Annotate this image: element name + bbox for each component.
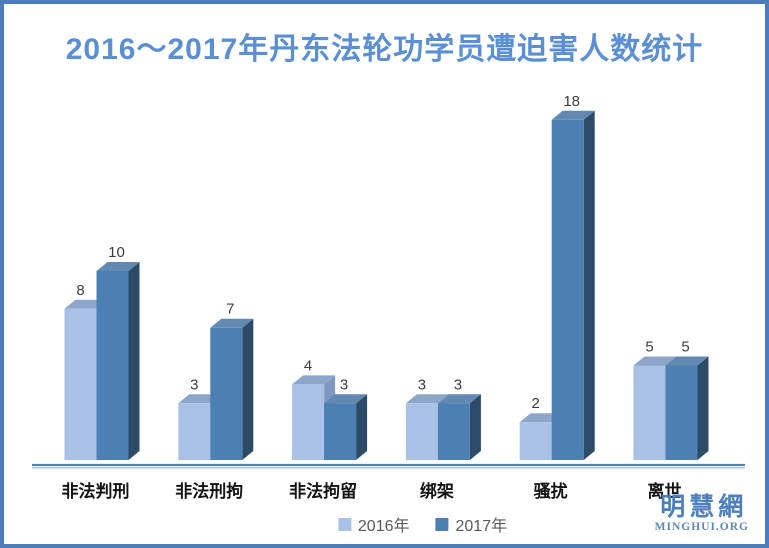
value-label: 18 xyxy=(563,93,580,110)
legend-item-2017: 2017年 xyxy=(435,512,508,536)
value-label: 2 xyxy=(532,395,540,412)
bar-front-face xyxy=(437,403,470,460)
value-label: 10 xyxy=(108,244,125,261)
value-label: 3 xyxy=(340,376,348,393)
bar-front-face xyxy=(292,384,325,460)
legend-swatch xyxy=(435,517,449,531)
value-label: 4 xyxy=(304,357,312,374)
bar-side-face xyxy=(583,110,595,461)
bar-front-face xyxy=(405,403,438,460)
bar-side-face xyxy=(242,318,254,460)
bar-top-face xyxy=(633,356,677,366)
category-label: 非法拘留 xyxy=(289,481,357,501)
bar-top-face xyxy=(324,394,368,404)
watermark-domain-text: MINGHUI.ORG xyxy=(654,521,749,534)
bar-top-face xyxy=(437,394,481,404)
watermark-chinese-text: 明慧網 xyxy=(660,492,748,521)
bar-top-face xyxy=(405,394,449,404)
value-label: 5 xyxy=(645,339,653,356)
legend-label: 2016年 xyxy=(357,518,410,535)
legend-swatch xyxy=(337,517,351,531)
value-label: 5 xyxy=(681,339,689,356)
category-label: 离世 xyxy=(648,481,682,501)
bar-front-face xyxy=(665,365,698,460)
bar-front-face xyxy=(633,365,666,460)
bar-top-face xyxy=(665,356,709,366)
bar-front-face xyxy=(96,271,129,460)
bar-top-face xyxy=(210,318,254,328)
bar-side-face xyxy=(469,394,481,460)
legend: 2016年 2017年 xyxy=(337,512,508,536)
category-label: 绑架 xyxy=(420,481,454,501)
value-label: 8 xyxy=(76,282,84,299)
category-label: 骚扰 xyxy=(534,481,568,501)
bar-chart-canvas: 8 10 非法判刑 3 7 非法刑拘 4 3 非法拘留 3 3 绑架 2 18 骚扰 5 5 离世 xyxy=(32,93,745,501)
bar-front-face xyxy=(519,422,552,460)
legend-item-2016: 2016年 xyxy=(337,512,410,536)
bar-front-face xyxy=(324,403,357,460)
chart-title: 2016～2017年丹东法轮功学员遭迫害人数统计 xyxy=(65,33,704,66)
bar-top-face xyxy=(96,262,140,271)
bar-front-face xyxy=(210,327,243,460)
bar-side-face xyxy=(356,394,368,460)
bar-side-face xyxy=(128,262,140,460)
value-label: 3 xyxy=(190,376,198,393)
bar-front-face xyxy=(551,119,584,461)
bar-front-face xyxy=(178,403,211,460)
watermark-logo: 明慧網 MINGHUI.ORG xyxy=(654,493,749,534)
bar-top-face xyxy=(551,110,595,120)
value-label: 7 xyxy=(226,301,234,318)
bar-side-face xyxy=(697,356,709,460)
category-label: 非法刑拘 xyxy=(175,481,243,501)
bar-top-face xyxy=(292,375,336,385)
value-label: 3 xyxy=(454,376,462,393)
bar-front-face xyxy=(64,308,97,460)
category-label: 非法判刑 xyxy=(62,481,130,501)
value-label: 3 xyxy=(418,376,426,393)
legend-label: 2017年 xyxy=(455,518,508,535)
